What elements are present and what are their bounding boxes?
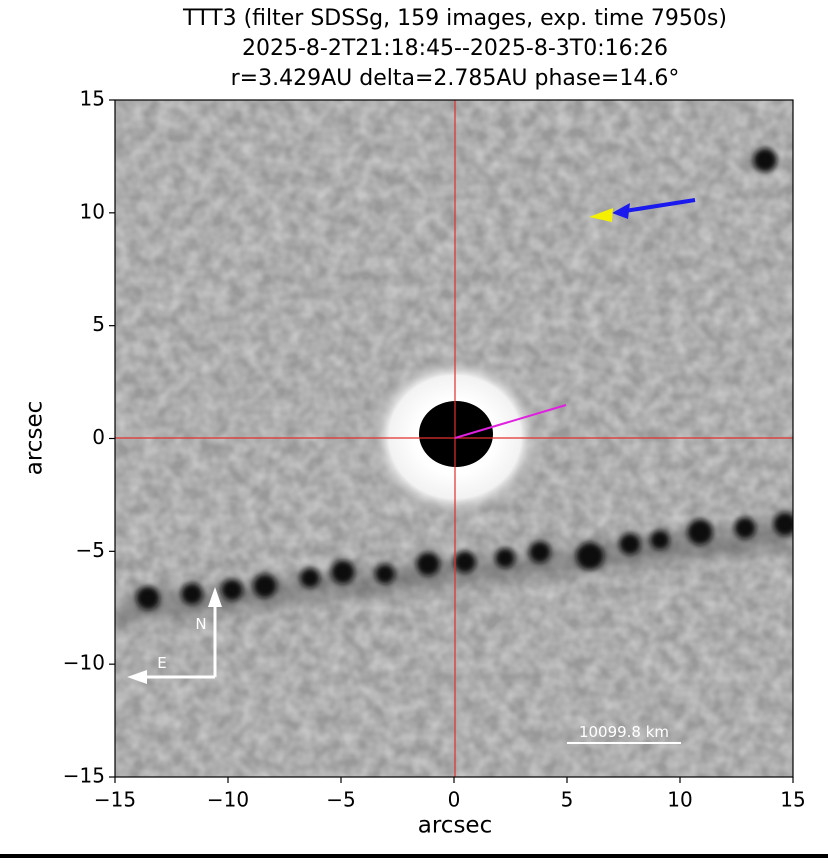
y-axis-label: arcsec xyxy=(22,401,48,475)
chart-title: 2025-8-2T21:18:45--2025-8-3T0:16:26 xyxy=(242,36,668,61)
compass-east: E xyxy=(157,654,166,672)
y-tick-label: −5 xyxy=(76,538,105,562)
x-tick-label: 10 xyxy=(667,788,692,812)
compass-north: N xyxy=(195,615,206,633)
x-tick-label: −15 xyxy=(94,788,136,812)
scale-bar-label: 10099.8 km xyxy=(579,723,669,741)
x-tick-label: −5 xyxy=(326,788,355,812)
y-tick-label: 15 xyxy=(80,87,105,111)
chart-title: r=3.429AU delta=2.785AU phase=14.6° xyxy=(231,66,680,91)
y-tick-label: 5 xyxy=(92,312,105,336)
star-trail xyxy=(136,148,793,610)
x-tick-label: 0 xyxy=(448,788,461,812)
y-tick-label: 0 xyxy=(92,425,105,449)
image: N E 10099.8 km xyxy=(115,100,793,777)
chart-title: TTT3 (filter SDSSg, 159 images, exp. tim… xyxy=(182,6,727,31)
y-tick-label: −15 xyxy=(63,764,105,788)
nucleus xyxy=(419,401,493,467)
x-axis-label: arcsec xyxy=(418,813,492,839)
motion-arrow-head xyxy=(612,203,630,219)
x-tick-label: −10 xyxy=(207,788,249,812)
target-arrow xyxy=(589,208,613,222)
compass xyxy=(127,587,222,684)
y-tick-label: 10 xyxy=(80,199,105,223)
x-tick-label: 15 xyxy=(780,788,805,812)
x-tick-label: 5 xyxy=(561,788,574,812)
sun-vector xyxy=(454,404,567,439)
y-tick-label: −10 xyxy=(63,651,105,675)
motion-arrow xyxy=(624,198,696,213)
